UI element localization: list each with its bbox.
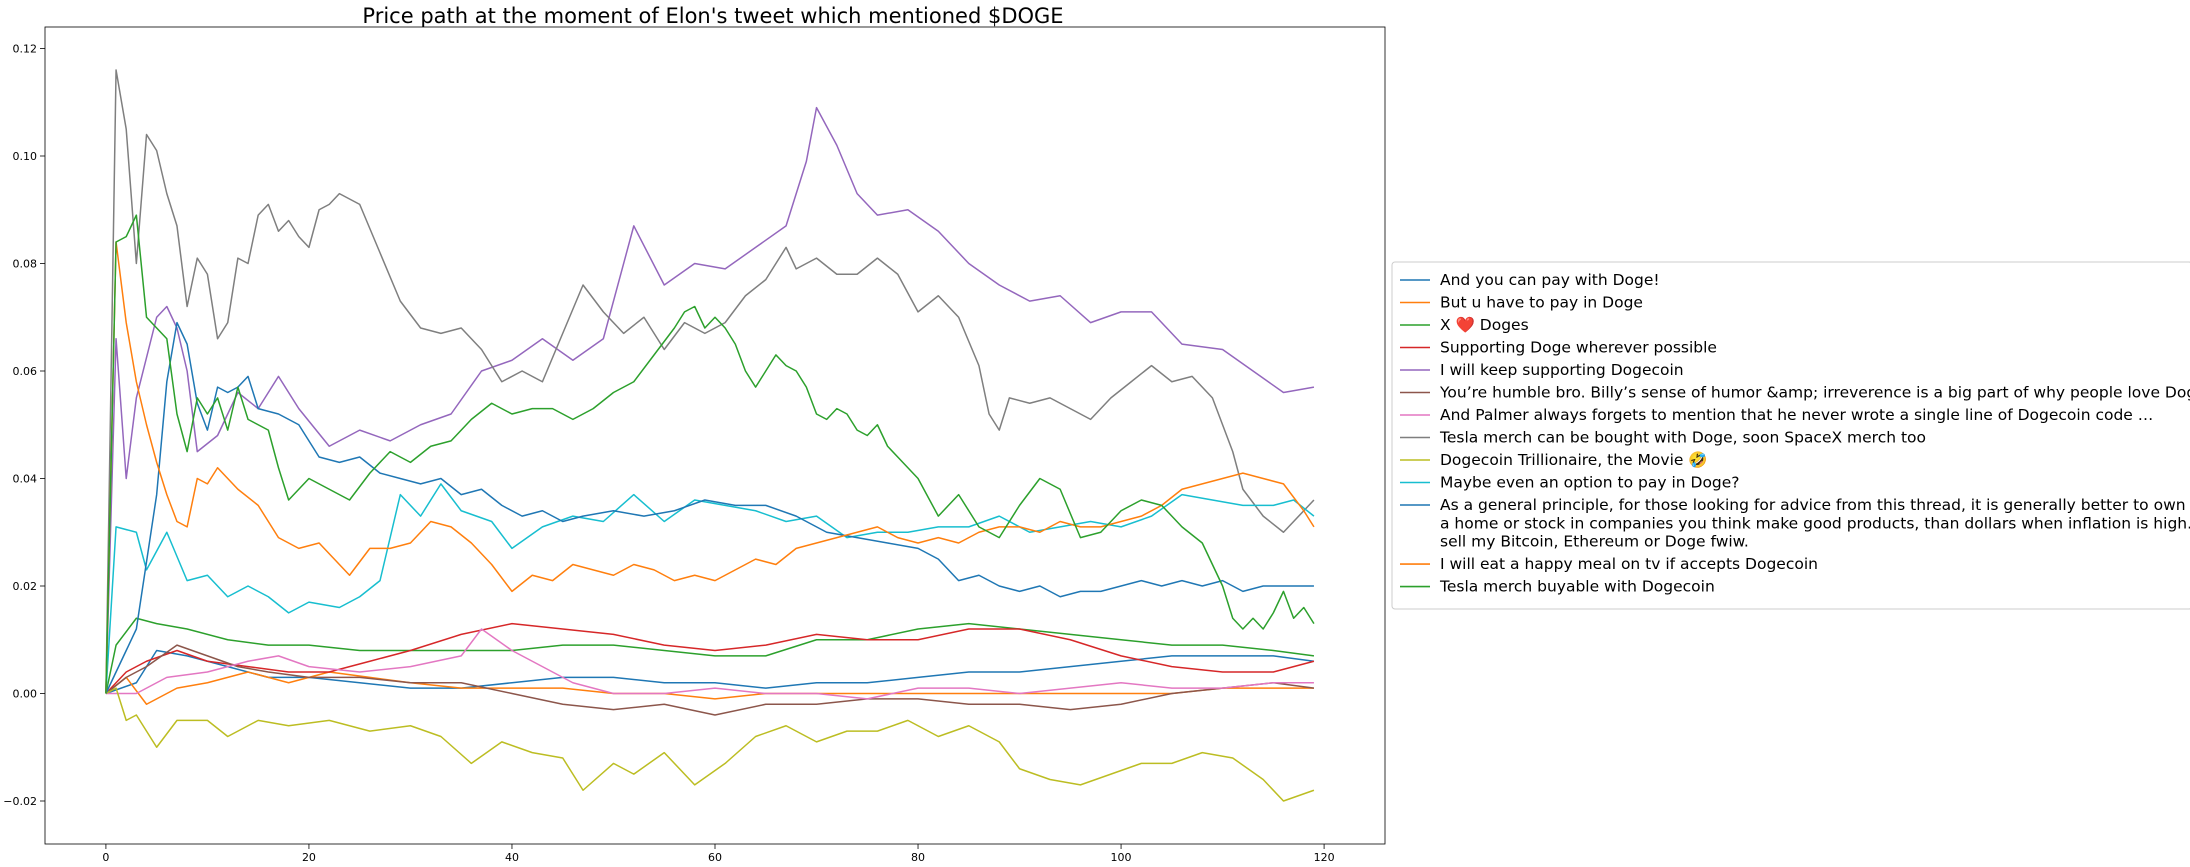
series-line-11 [105, 241, 1315, 694]
y-tick-label: 0.12 [13, 43, 38, 56]
legend-label-5: You’re humble bro. Billy’s sense of humo… [1439, 384, 2190, 402]
series-line-10 [105, 321, 1314, 694]
y-tick-label: 0.06 [13, 365, 38, 378]
series-line-2 [105, 617, 1315, 694]
axes-layer: 0 20 40 60 80 100 120 −0.02 0.00 0.02 0.04 0.06 0.08… [3, 43, 1334, 865]
y-tick-label: 0.02 [13, 580, 38, 593]
x-tick-label: 40 [505, 851, 519, 864]
legend-label-11: I will eat a happy meal on tv if accepts… [1440, 555, 1818, 573]
y-tick-label: 0.08 [13, 258, 38, 271]
x-tick-label: 20 [302, 851, 316, 864]
legend-label-2: X ❤️ Doges [1440, 316, 1529, 334]
series-line-0 [105, 649, 1315, 695]
y-tick-label: 0.00 [13, 688, 38, 701]
legend-label-6: And Palmer always forgets to mention tha… [1440, 406, 2153, 424]
x-tick-label: 80 [911, 851, 925, 864]
legend-label-9: Maybe even an option to pay in Doge? [1440, 474, 1740, 492]
series-line-8 [105, 687, 1315, 802]
x-tick-label: 120 [1314, 851, 1335, 864]
legend-frame [1391, 261, 2190, 610]
legend-label-8: Dogecoin Trillionaire, the Movie 🤣 [1440, 450, 1708, 470]
chart-title: Price path at the moment of Elon's tweet… [362, 4, 1063, 28]
legend: And you can pay with Doge! But u have to … [1391, 261, 2190, 610]
legend-label-4: I will keep supporting Dogecoin [1440, 361, 1684, 379]
series-line-6 [105, 628, 1314, 700]
series-line-3 [105, 622, 1315, 695]
legend-label-1: But u have to pay in Doge [1440, 294, 1643, 312]
series-line-7 [105, 69, 1315, 694]
y-tick-label: 0.04 [13, 473, 38, 486]
series-line-12 [105, 214, 1315, 694]
legend-label-3: Supporting Doge wherever possible [1440, 339, 1717, 357]
x-tick-label: 100 [1111, 851, 1132, 864]
x-tick-label: 0 [102, 851, 109, 864]
legend-label-10: As a general principle, for those lookin… [1440, 496, 2190, 551]
y-tick-label: 0.10 [13, 150, 38, 163]
series-line-9 [105, 483, 1315, 694]
x-tick-label: 60 [708, 851, 722, 864]
series-layer [105, 69, 1315, 802]
series-line-4 [105, 106, 1315, 694]
legend-label-0: And you can pay with Doge! [1440, 271, 1660, 289]
legend-label-7: Tesla merch can be bought with Doge, soo… [1439, 429, 1926, 447]
y-tick-label: −0.02 [3, 795, 37, 808]
legend-label-12: Tesla merch buyable with Dogecoin [1439, 578, 1715, 596]
series-line-5 [105, 644, 1315, 716]
plot-area [44, 26, 1386, 845]
